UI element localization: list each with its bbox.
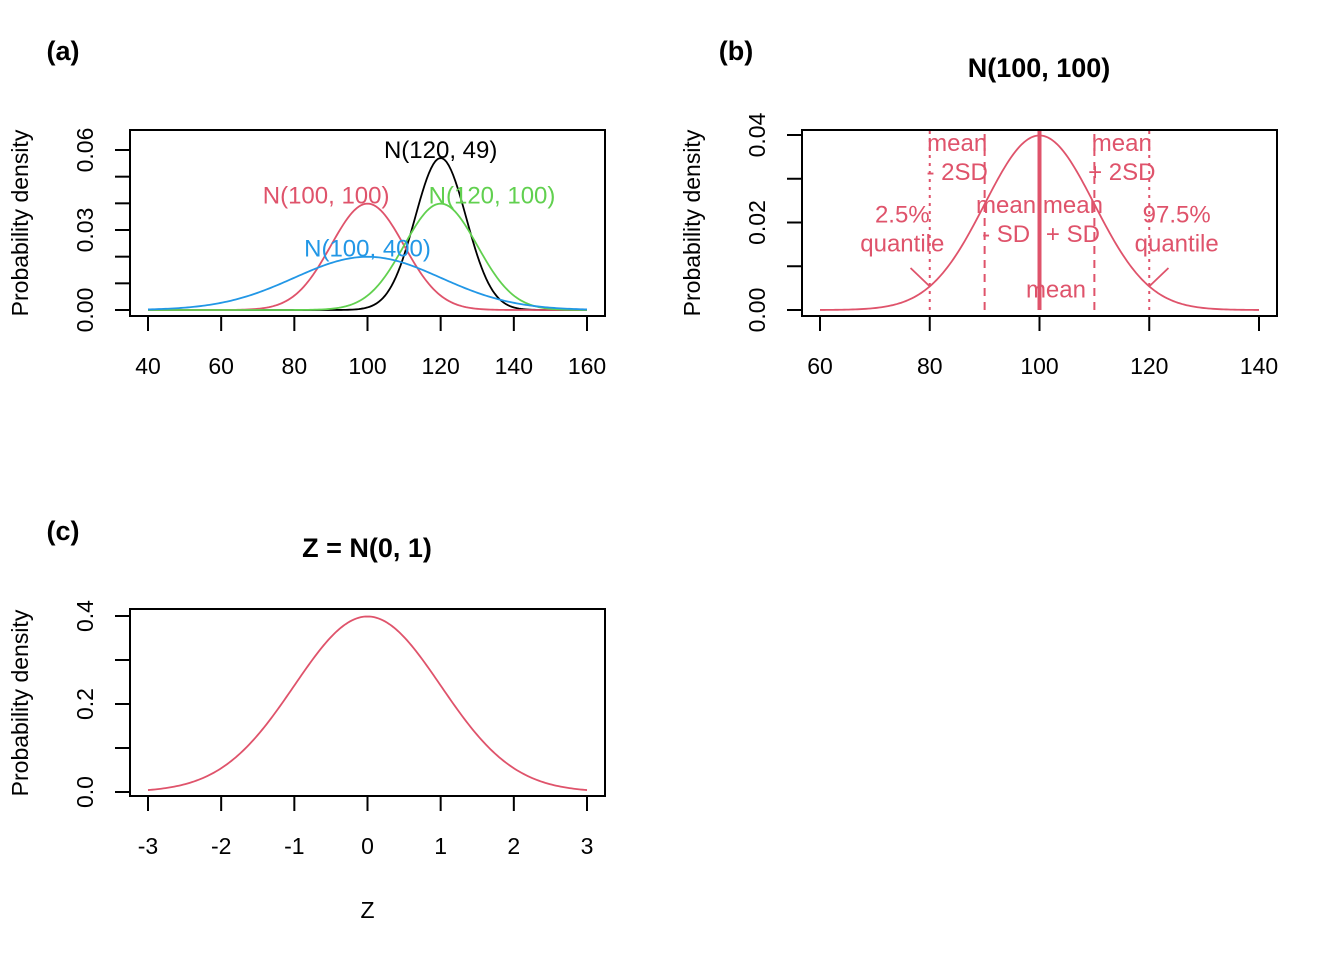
plot-frame xyxy=(129,608,606,797)
x-tick-label: 2 xyxy=(507,833,520,859)
annotation-text: quantile xyxy=(1135,231,1219,258)
chart-title: N(100, 100) xyxy=(968,53,1111,83)
panel-a: (a) N(120, 49) N(100, 100) N(120, 100) N(100… xyxy=(7,36,606,379)
annotation-text: + SD xyxy=(1046,221,1100,248)
annotation-text: 2.5% xyxy=(875,202,930,229)
y-tick-label: 0.06 xyxy=(72,128,98,173)
y-tick-label: 0.00 xyxy=(72,288,98,333)
panel-label: (a) xyxy=(47,36,80,66)
x-tick-label: 0 xyxy=(361,833,374,859)
density-curve xyxy=(148,157,587,311)
annotation-text: mean xyxy=(1043,192,1103,219)
series-label: N(120, 49) xyxy=(384,137,497,164)
panel-label: (b) xyxy=(719,36,753,66)
x-tick-label: -2 xyxy=(211,833,231,859)
x-tick-label: 60 xyxy=(807,353,833,379)
x-tick-label: 120 xyxy=(1130,353,1168,379)
density-curve xyxy=(148,202,588,311)
annotation-text: - SD xyxy=(982,221,1030,248)
annotation-text: 97.5% xyxy=(1143,202,1211,229)
annotation-text: + 2SD xyxy=(1088,159,1155,186)
panel-label: (c) xyxy=(47,516,80,546)
y-tick-label: 0.03 xyxy=(72,208,98,253)
series-label: N(120, 100) xyxy=(429,182,556,209)
y-tick-label: 0.4 xyxy=(72,600,98,632)
y-axis-label: Probability density xyxy=(7,609,33,796)
x-tick-label: 100 xyxy=(1020,353,1058,379)
x-tick-label: -3 xyxy=(138,833,158,859)
x-tick-label: 3 xyxy=(581,833,594,859)
annotation-text: quantile xyxy=(860,231,944,258)
y-tick-label: 0.04 xyxy=(744,112,770,157)
x-tick-label: 140 xyxy=(495,353,533,379)
series-label: N(100, 400) xyxy=(304,236,431,263)
x-tick-label: 80 xyxy=(917,353,943,379)
annotation-pointer xyxy=(1148,267,1170,288)
annotation-text: mean xyxy=(1026,276,1086,303)
density-curve xyxy=(147,615,588,791)
y-tick-label: 0.00 xyxy=(744,288,770,333)
y-axis-label: Probability density xyxy=(679,129,705,316)
x-tick-label: 80 xyxy=(282,353,308,379)
x-tick-label: 120 xyxy=(421,353,459,379)
chart-title: Z = N(0, 1) xyxy=(302,533,432,563)
x-tick-label: 160 xyxy=(568,353,606,379)
x-tick-label: 60 xyxy=(208,353,234,379)
annotation-pointer xyxy=(909,267,931,288)
x-tick-label: 1 xyxy=(434,833,447,859)
x-tick-label: 140 xyxy=(1240,353,1278,379)
panel-c: (c) Z = N(0, 1) -3 -2 -1 0 1 2 3 Z 0.0 0.2 0.4 Probab… xyxy=(7,516,606,923)
annotation-text: mean xyxy=(1092,130,1152,157)
y-axis-label: Probability density xyxy=(7,129,33,316)
series-label: N(100, 100) xyxy=(263,182,390,209)
annotation-text: mean xyxy=(976,192,1036,219)
y-tick-label: 0.2 xyxy=(72,688,98,720)
annotation-text: - 2SD xyxy=(927,159,988,186)
annotation-text: mean xyxy=(927,130,987,157)
x-tick-label: -1 xyxy=(284,833,304,859)
y-tick-label: 0.0 xyxy=(72,776,98,808)
plot-frame xyxy=(129,129,606,317)
density-curve xyxy=(147,255,588,311)
x-tick-label: 100 xyxy=(348,353,386,379)
x-tick-label: 40 xyxy=(135,353,161,379)
x-axis-label: Z xyxy=(360,897,374,923)
y-tick-label: 0.02 xyxy=(744,200,770,245)
